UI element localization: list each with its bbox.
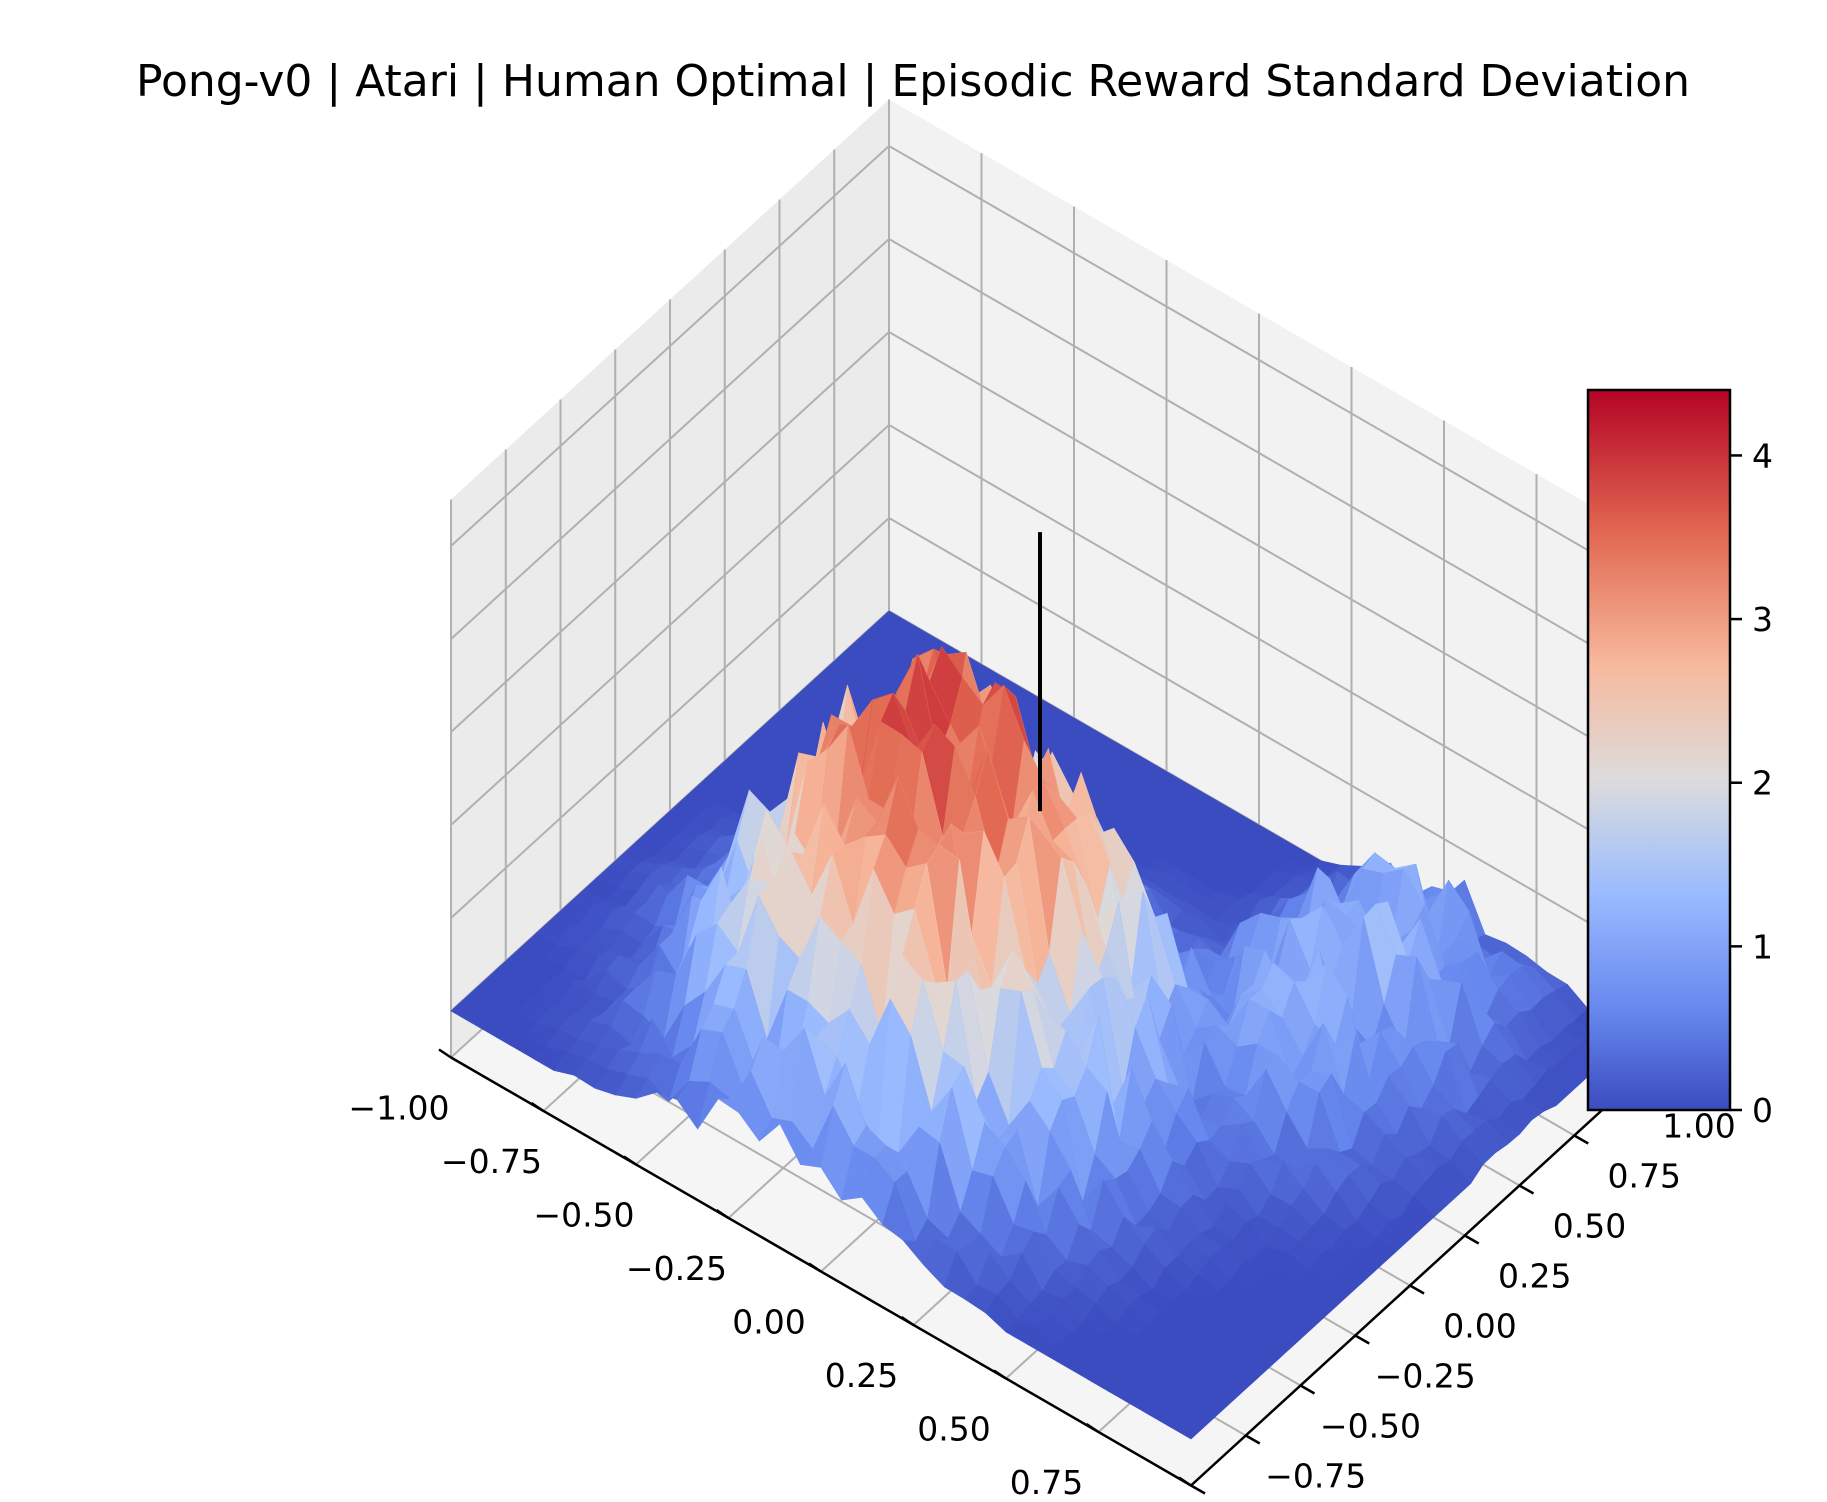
y-tick-label: −0.75: [1265, 1457, 1366, 1496]
y-tick-mark: [1354, 1334, 1370, 1345]
x-tick-mark: [900, 1315, 915, 1327]
y-tick-mark: [1245, 1434, 1261, 1445]
gridline-z-left: [450, 517, 890, 919]
x-tick-label: 0.75: [1010, 1463, 1083, 1502]
y-tick-label: −0.25: [1375, 1357, 1476, 1396]
x-tick-mark: [623, 1155, 637, 1166]
gridline-z-back: [888, 145, 1630, 575]
gridline-z-left: [450, 424, 890, 826]
colorbar-tick-label: 0: [1752, 1091, 1773, 1130]
x-tick-mark: [1085, 1422, 1100, 1434]
y-tick-mark: [1573, 1134, 1589, 1145]
x-tick-mark: [715, 1208, 730, 1220]
y-tick-label: 1.00: [1662, 1107, 1735, 1146]
y-tick-mark: [1464, 1234, 1480, 1245]
colorbar-tick-label: 3: [1752, 600, 1773, 639]
y-tick-label: 0.75: [1608, 1157, 1681, 1196]
x-tick-mark: [808, 1262, 822, 1273]
colorbar-ticks: 0 1 2 3 4: [1730, 436, 1773, 1130]
gridline-z-left: [450, 238, 890, 640]
colorbar: 0 1 2 3 4: [1586, 388, 1773, 1130]
gridline-z-back: [888, 331, 1630, 761]
chart-title: Pong-v0 | Atari | Human Optimal | Episod…: [136, 56, 1690, 107]
gridline-z-back: [888, 517, 1630, 947]
y-tick-mark: [1190, 1484, 1206, 1495]
y-axis-ticks: −1.00−0.75−0.50−0.250.000.250.500.751.00: [1190, 1084, 1736, 1496]
x-tick-label: 0.00: [732, 1303, 805, 1342]
x-tick-label: −1.00: [348, 1089, 449, 1128]
y-tick-mark: [1299, 1384, 1316, 1395]
x-tick-mark: [438, 1048, 452, 1059]
x-tick-label: 0.25: [825, 1356, 898, 1395]
colorbar-gradient: [1586, 388, 1732, 1112]
gridline-z-left: [450, 145, 890, 547]
y-tick-label: 0.25: [1498, 1257, 1571, 1296]
colorbar-tick-label: 4: [1752, 436, 1773, 475]
y-tick-label: 0.50: [1553, 1207, 1626, 1246]
colorbar-tick-label: 1: [1752, 927, 1773, 966]
gridline-z-back: [888, 238, 1630, 668]
y-tick-label: −0.50: [1320, 1407, 1421, 1446]
x-axis-ticks: −1.00−0.75−0.50−0.250.000.250.500.751.00: [348, 1048, 1192, 1502]
x-tick-mark: [993, 1369, 1007, 1380]
x-tick-mark: [1178, 1476, 1192, 1487]
y-tick-label: 0.00: [1443, 1307, 1516, 1346]
surface-cell: [1169, 1415, 1204, 1440]
x-tick-label: −0.75: [441, 1142, 542, 1181]
x-tick-label: 0.50: [917, 1410, 990, 1449]
x-tick-label: −0.25: [626, 1249, 727, 1288]
x-tick-label: −0.50: [533, 1196, 634, 1235]
gridline-z-left: [450, 331, 890, 733]
gridline-z-back: [888, 424, 1630, 854]
y-tick-mark: [1409, 1284, 1425, 1295]
colorbar-tick-label: 2: [1752, 764, 1773, 803]
x-tick-mark: [530, 1101, 545, 1113]
y-tick-mark: [1518, 1184, 1535, 1195]
